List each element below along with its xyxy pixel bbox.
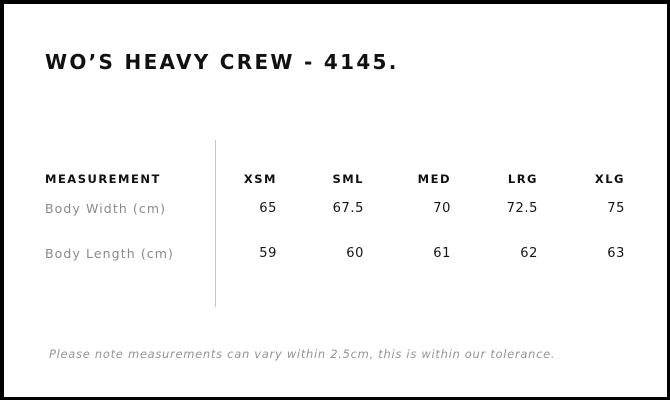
table-row: Body Width (cm) 65 67.5 70 72.5 75 [45,186,625,231]
size-table: MEASUREMENT XSM SML MED LRG XLG Body Wid… [45,134,625,276]
cell-body-length-xlg: 63 [607,246,625,261]
size-chart-content: WO’S HEAVY CREW - 4145. MEASUREMENT XSM … [4,4,667,397]
column-header-xsm: XSM [243,172,277,186]
cell-body-length-lrg: 62 [520,246,538,261]
cell-body-width-xlg: 75 [607,201,625,216]
tolerance-note: Please note measurements can vary within… [49,347,556,361]
page-title: WO’S HEAVY CREW - 4145. [45,50,399,74]
cell-body-length-med: 61 [433,246,451,261]
table-column-divider [215,140,216,307]
table-row: Body Length (cm) 59 60 61 62 63 [45,231,625,276]
column-header-sml: SML [332,172,364,186]
column-header-xlg: XLG [594,172,625,186]
row-label-body-width: Body Width (cm) [45,201,167,216]
cell-body-width-lrg: 72.5 [506,201,538,216]
cell-body-width-med: 70 [433,201,451,216]
column-header-lrg: LRG [507,172,538,186]
row-label-body-length: Body Length (cm) [45,246,175,261]
cell-body-length-xsm: 59 [259,246,277,261]
column-header-measurement: MEASUREMENT [45,172,161,186]
column-header-med: MED [417,172,451,186]
cell-body-width-xsm: 65 [259,201,277,216]
table-header-row: MEASUREMENT XSM SML MED LRG XLG [45,134,625,186]
cell-body-length-sml: 60 [346,246,364,261]
cell-body-width-sml: 67.5 [332,201,364,216]
